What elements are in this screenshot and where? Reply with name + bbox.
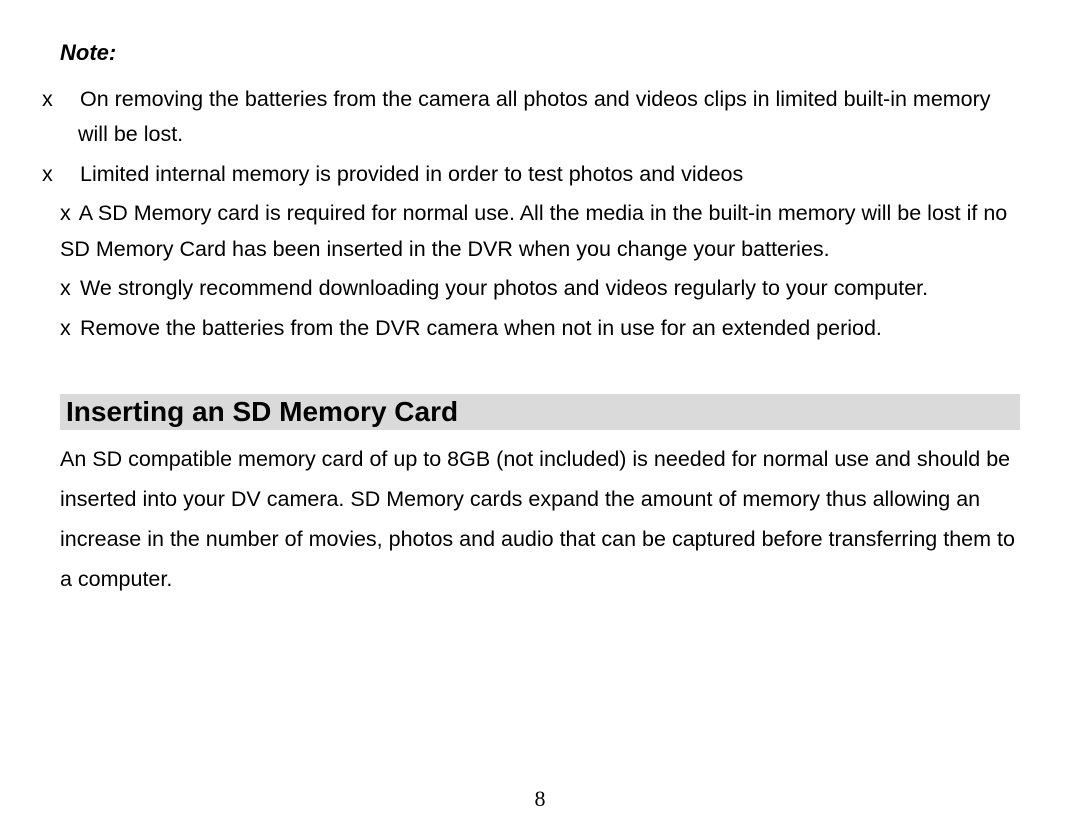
bullet-icon: x	[60, 271, 74, 306]
bullet-icon: x	[60, 82, 74, 117]
section-heading: Inserting an SD Memory Card	[60, 394, 1020, 430]
note-item: x On removing the batteries from the cam…	[60, 82, 1020, 153]
section-body: An SD compatible memory card of up to 8G…	[60, 440, 1020, 599]
note-item: x Remove the batteries from the DVR came…	[60, 311, 1020, 346]
note-text: Remove the batteries from the DVR camera…	[80, 316, 882, 340]
bullet-icon: x	[60, 196, 74, 231]
bullet-icon: x	[60, 311, 74, 346]
note-title: Note:	[60, 40, 1020, 66]
page-number: 8	[0, 786, 1080, 812]
note-item: x We strongly recommend downloading your…	[60, 271, 1020, 306]
note-item: x Limited internal memory is provided in…	[60, 157, 1020, 192]
note-text: A SD Memory card is required for normal …	[60, 201, 1007, 260]
note-text: We strongly recommend downloading your p…	[80, 276, 928, 300]
document-page: Note: x On removing the batteries from t…	[0, 0, 1080, 830]
note-item: x A SD Memory card is required for norma…	[60, 196, 1020, 267]
note-text: On removing the batteries from the camer…	[78, 87, 991, 146]
note-text: Limited internal memory is provided in o…	[80, 162, 743, 186]
note-list: x On removing the batteries from the cam…	[60, 82, 1020, 346]
bullet-icon: x	[60, 157, 74, 192]
